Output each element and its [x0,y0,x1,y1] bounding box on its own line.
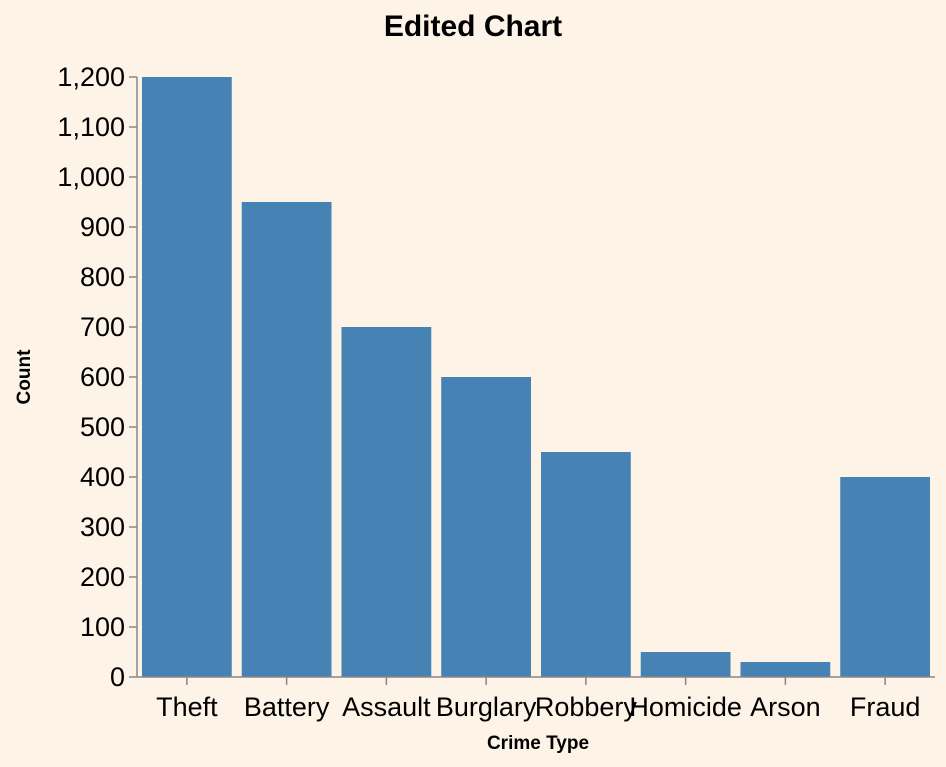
bar-homicide [640,652,731,677]
x-axis-title: Crime Type [487,733,589,754]
y-tick-label: 500 [80,412,125,442]
bar-fraud [840,477,931,677]
x-tick-label-arson: Arson [750,692,821,722]
x-axis: Theft Battery Assault BurglaryRobberyHomici… [137,676,935,722]
x-tick-label-robbery: Robbery [535,692,638,722]
x-tick-label-homicide: Homicide [629,692,742,722]
chart-title: Edited Chart [384,10,562,43]
y-tick-label: 300 [80,512,125,542]
y-tick-label: 800 [80,262,125,292]
y-tick-label: 100 [80,612,125,642]
y-tick-label: 1,200 [57,62,125,92]
y-tick-label: 600 [80,362,125,392]
bar-assault [341,327,432,677]
y-tick-label: 0 [110,662,125,692]
y-tick-label: 900 [80,212,125,242]
y-axis-title: Count [14,349,35,405]
x-tick-label-burglary: Burglary [436,692,537,722]
y-tick-label: 1,100 [57,112,125,142]
x-tick-label-theft: Theft [156,692,218,722]
y-tick-label: 400 [80,462,125,492]
bar-robbery [540,452,631,677]
y-tick-label: 200 [80,562,125,592]
x-tick-label-assault: Assault [342,692,431,722]
bar-battery [241,202,332,677]
bar-burglary [441,377,532,677]
x-tick-label-battery: Battery [244,692,330,722]
bars-group [141,77,931,677]
y-tick-label: 700 [80,312,125,342]
y-axis: 0 100 200 300 400 500 600 700 800 900 1,000 1,100 1,… [57,62,138,692]
x-tick-label-fraud: Fraud [850,692,921,722]
bar-theft [141,77,232,677]
bar-arson [740,662,831,677]
y-tick-label: 1,000 [57,162,125,192]
